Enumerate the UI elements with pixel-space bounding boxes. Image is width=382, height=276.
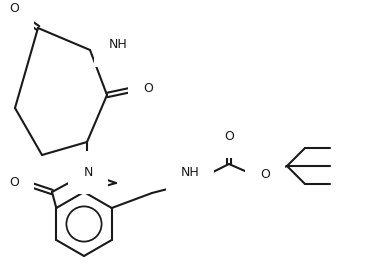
Text: O: O [9, 2, 19, 15]
Text: O: O [143, 81, 153, 94]
Text: NH: NH [109, 38, 128, 52]
Text: N: N [83, 166, 93, 179]
Text: O: O [224, 129, 234, 142]
Text: O: O [260, 168, 270, 181]
Text: O: O [9, 176, 19, 189]
Text: NH: NH [181, 166, 199, 179]
